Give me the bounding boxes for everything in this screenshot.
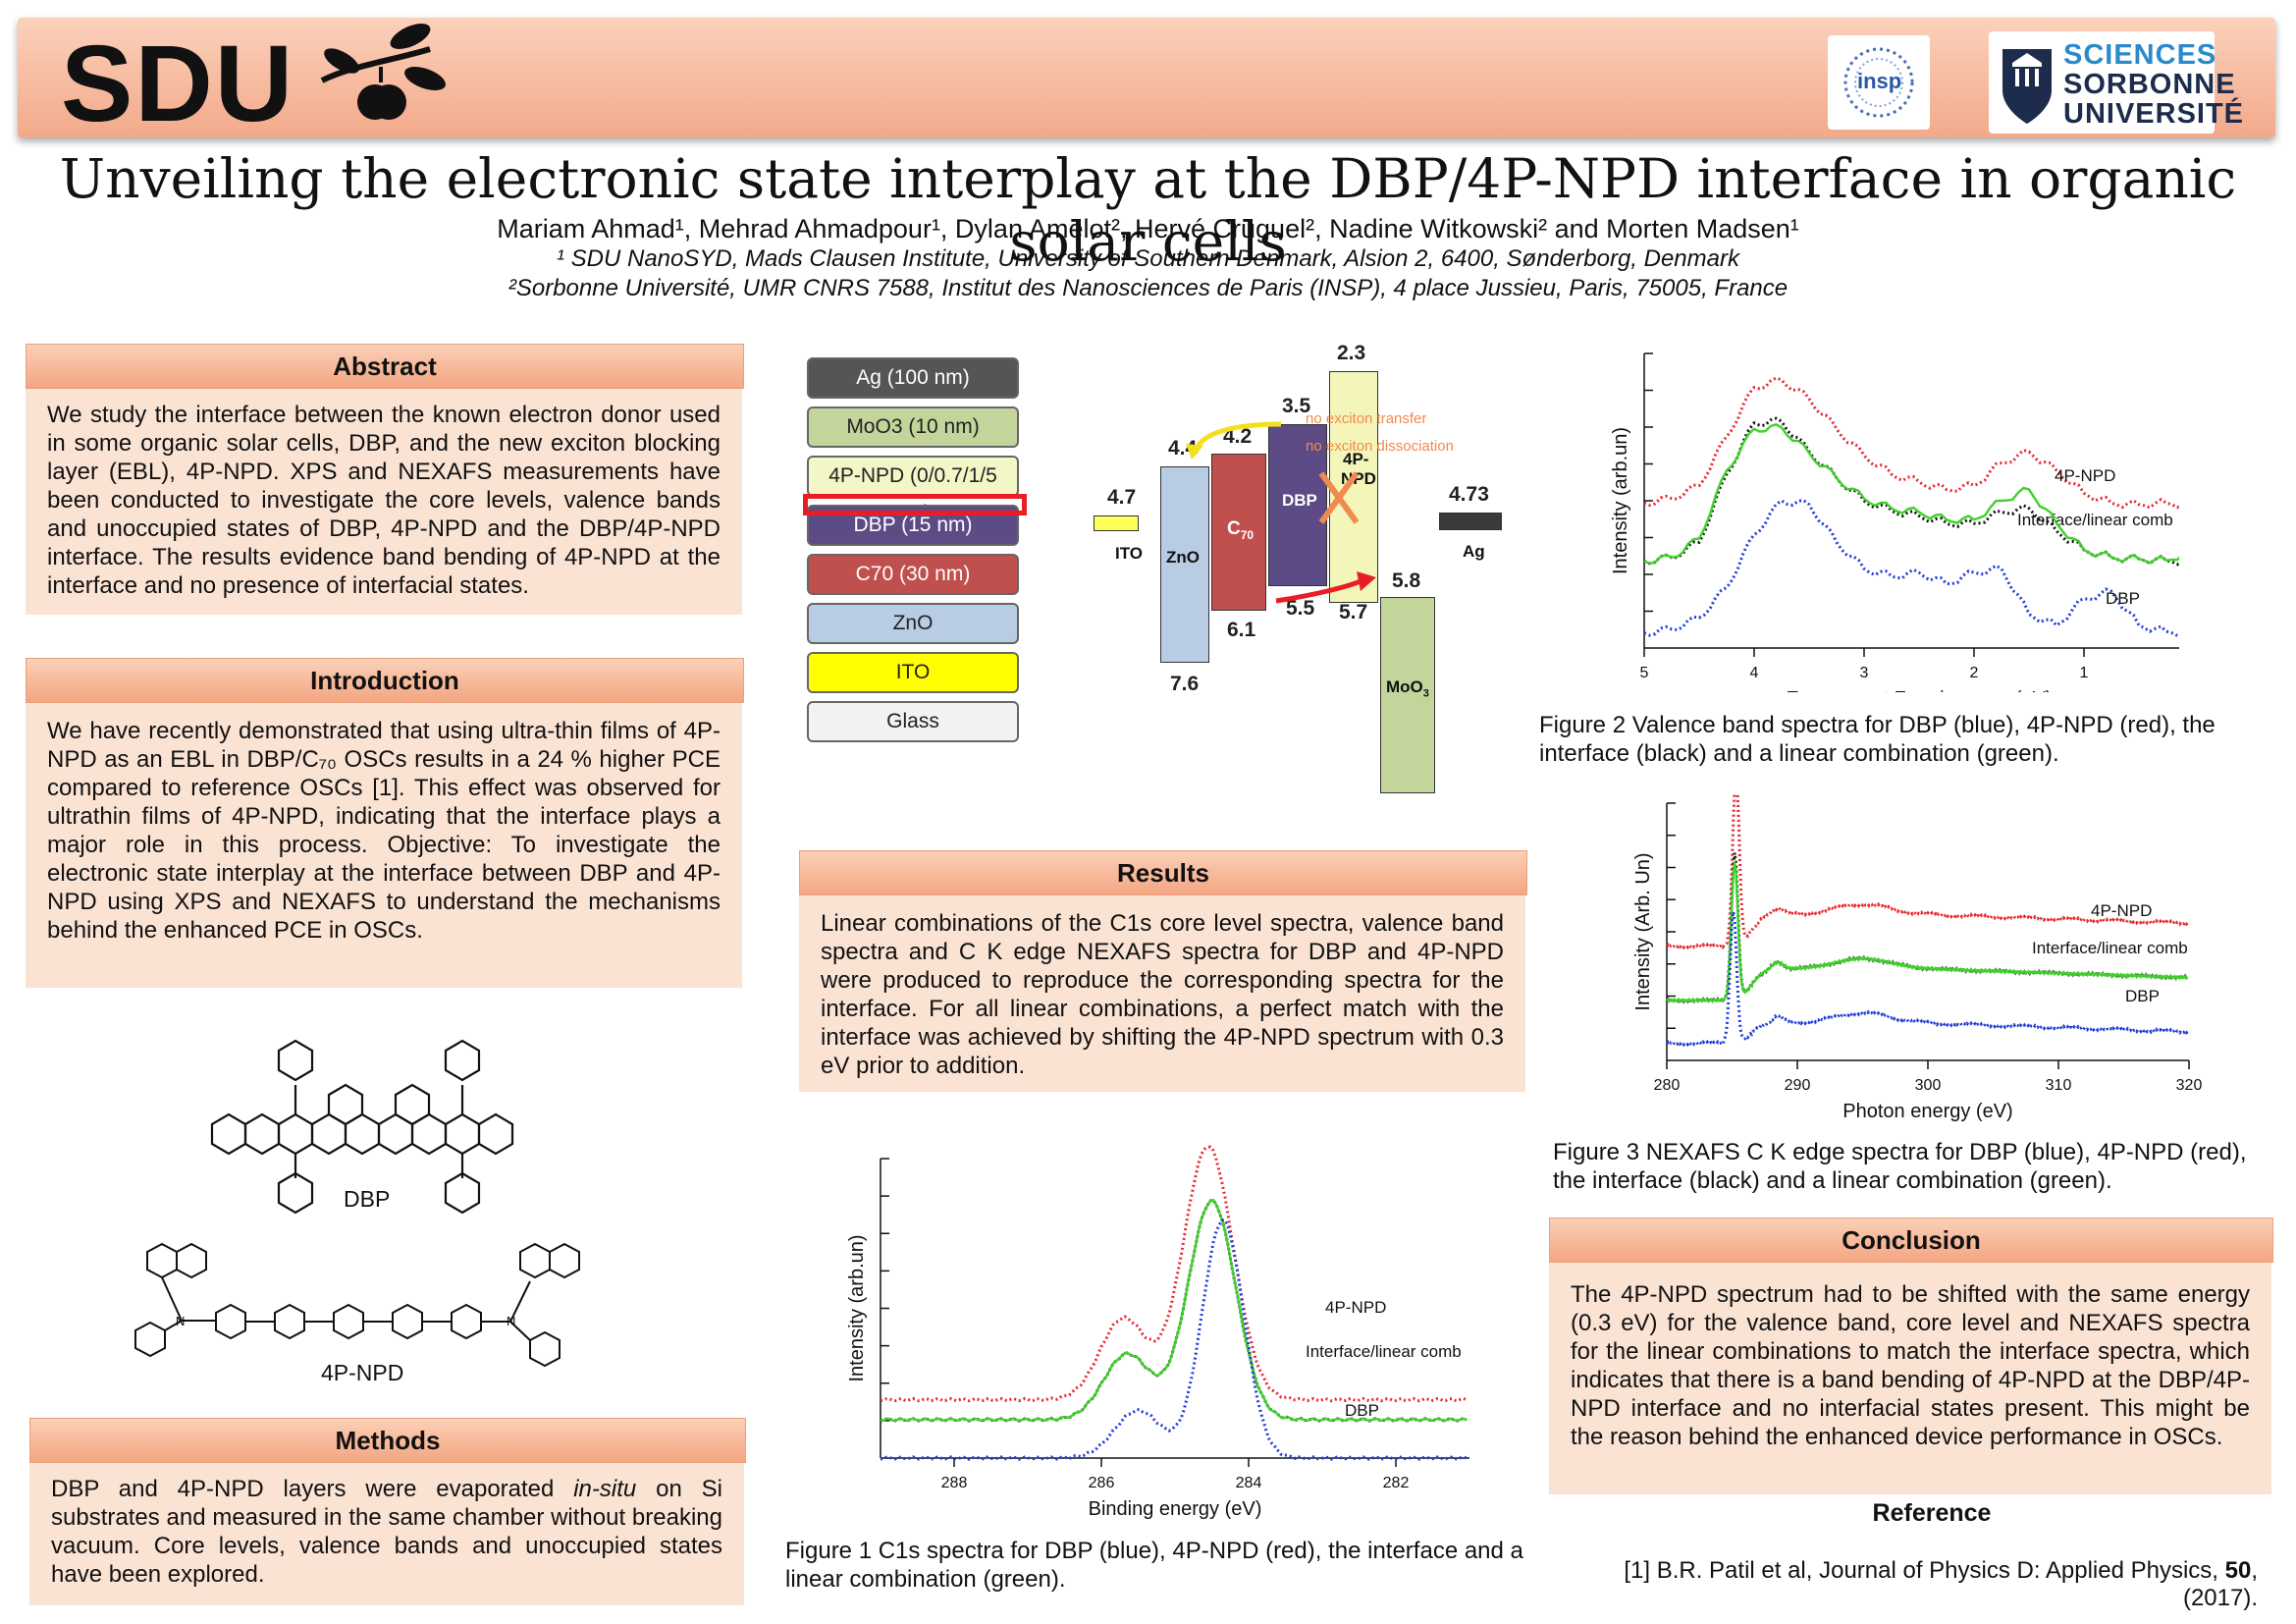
abstract-heading: Abstract <box>26 344 744 389</box>
ito-level-bar <box>1094 515 1139 531</box>
npd-label: 4P-NPD <box>321 1360 404 1385</box>
y-axis-label: Intensity (arb.un) <box>846 1234 868 1381</box>
stack-layer: 4P-NPD (0/0.7/1/5 nm) <box>807 456 1019 524</box>
reference-heading: Reference <box>1872 1499 1992 1527</box>
stack-layer: MoO3 (10 nm) <box>807 406 1019 448</box>
x-tick-label: 280 <box>1654 1077 1681 1094</box>
series-line <box>1643 423 2179 566</box>
series-line <box>1665 793 2189 950</box>
x-tick-label: 3 <box>1860 665 1869 681</box>
stack-layer: ITO <box>807 652 1019 693</box>
x-tick-label: 300 <box>1915 1077 1942 1094</box>
x-tick-label: 288 <box>941 1475 968 1491</box>
series-line <box>880 1198 1468 1423</box>
abstract-text: We study the interface between the known… <box>26 389 742 615</box>
series-line <box>1643 416 2179 567</box>
stack-layer: Ag (100 nm) <box>807 357 1019 399</box>
moo3-band-bar <box>1380 597 1435 793</box>
series-label: DBP <box>1345 1401 1379 1420</box>
y-axis-label: Intensity (arb.un) <box>1610 427 1631 574</box>
x-tick-label: 320 <box>2176 1077 2203 1094</box>
nexafs-spectra-chart: 280 290 300 310 320 Photon energy (eV) Intensi… <box>1632 793 2203 1122</box>
introduction-heading: Introduction <box>26 658 744 703</box>
series-label: Interface/linear comb <box>2032 939 2188 957</box>
x-tick-label: 310 <box>2046 1077 2072 1094</box>
ag-level-bar <box>1439 513 1502 530</box>
series-label: 4P-NPD <box>2055 466 2115 485</box>
energy-level-diagram: 4.7 ITO 4.4 7.6 ZnO 4.2 6.1 C70 3.5 5.5 … <box>1090 334 1522 805</box>
svg-text:N: N <box>507 1314 515 1328</box>
reference-text: [1] B.R. Patil et al, Journal of Physics… <box>1624 1557 2258 1611</box>
series-label: 4P-NPD <box>2091 901 2152 920</box>
figure-1-caption: Figure 1 C1s spectra for DBP (blue), 4P-… <box>785 1538 1523 1593</box>
results-text: Linear combinations of the C1s core leve… <box>799 895 1525 1092</box>
x-tick-label: 284 <box>1236 1475 1262 1491</box>
stack-layer: Glass <box>807 701 1019 742</box>
c70-band-bar <box>1211 454 1266 611</box>
conclusion-text: The 4P-NPD spectrum had to be shifted wi… <box>1549 1263 2271 1494</box>
x-tick-label: 290 <box>1785 1077 1811 1094</box>
affiliation-1: ¹ SDU NanoSYD, Mads Clausen Institute, U… <box>557 245 1739 272</box>
x-tick-label: 1 <box>2080 665 2089 681</box>
no-dissociation-annotation: no exciton dissociation <box>1306 438 1454 455</box>
poster-title: Unveiling the electronic state interplay… <box>59 147 2237 273</box>
x-tick-label: 286 <box>1089 1475 1115 1491</box>
x-axis-label: Binding energy (eV) <box>1089 1498 1262 1520</box>
apple-branch-icon <box>320 24 446 120</box>
series-label: Interface/linear comb <box>1306 1342 1462 1361</box>
no-transfer-annotation: no exciton transfer <box>1306 410 1427 427</box>
stack-layer: C70 (30 nm) <box>807 554 1019 595</box>
sorbonne-emblem-icon <box>2002 49 2052 124</box>
affiliation-2: ²Sorbonne Université, UMR CNRS 7588, Ins… <box>507 275 1789 301</box>
moo3-label: MoO3 <box>1386 677 1429 700</box>
valence-band-chart: 543210Energy w.r.t Fermi energy (eV)Inte… <box>1610 352 2179 692</box>
series-line <box>1665 911 2189 1048</box>
series-line <box>1643 376 2179 510</box>
svg-text:N: N <box>176 1314 185 1328</box>
methods-text: DBP and 4P-NPD layers were evaporated in… <box>29 1463 744 1605</box>
authors: Mariam Ahmad¹, Mehrad Ahmadpour¹, Dylan … <box>497 214 1799 244</box>
series-label: DBP <box>2106 589 2140 608</box>
y-axis-label: Intensity (Arb. Un) <box>1632 852 1654 1010</box>
exciton-arrows <box>1186 421 1376 604</box>
conclusion-heading: Conclusion <box>1549 1218 2273 1263</box>
sdu-logo: SDU <box>61 24 295 144</box>
figure-3-caption: Figure 3 NEXAFS C K edge spectra for DBP… <box>1553 1139 2247 1194</box>
stack-layer: ZnO <box>807 603 1019 644</box>
dbp-molecule-structure <box>210 1039 514 1215</box>
x-axis-label: Energy w.r.t Fermi energy (eV) <box>1786 688 2052 692</box>
sorbonne-logo: SCIENCES SORBONNE UNIVERSITÉ <box>1989 31 2243 134</box>
series-line <box>1665 852 2189 1004</box>
x-axis-label: Photon energy (eV) <box>1842 1101 2012 1122</box>
c70-label: C70 <box>1227 518 1255 542</box>
npd-molecule-structure: N N <box>134 1242 580 1368</box>
x-tick-label: 282 <box>1383 1475 1410 1491</box>
series-line <box>1643 499 2179 638</box>
figure-2-caption: Figure 2 Valence band spectra for DBP (b… <box>1539 712 2216 767</box>
interface-highlight <box>803 494 1027 515</box>
dbp-band-bar <box>1268 424 1327 586</box>
npd-band-bar <box>1329 371 1378 603</box>
insp-logo: insp <box>1828 35 1930 130</box>
series-label: 4P-NPD <box>1325 1298 1386 1317</box>
x-tick-label: 5 <box>1640 665 1649 681</box>
c1s-spectra-chart: 288 286 284 282 Binding energy (eV) Intensity… <box>846 1145 1469 1520</box>
series-line <box>880 1218 1468 1461</box>
zno-band-bar <box>1160 466 1209 663</box>
dbp-label: DBP <box>344 1186 391 1212</box>
x-tick-label: 4 <box>1750 665 1759 681</box>
results-heading: Results <box>799 850 1527 895</box>
x-tick-label: 2 <box>1970 665 1979 681</box>
series-label: Interface/linear comb <box>2017 511 2173 529</box>
series-line <box>880 1145 1468 1403</box>
series-label: DBP <box>2125 987 2160 1005</box>
series-line <box>1666 861 2189 1004</box>
methods-heading: Methods <box>29 1418 746 1463</box>
introduction-text: We have recently demonstrated that using… <box>26 703 742 988</box>
